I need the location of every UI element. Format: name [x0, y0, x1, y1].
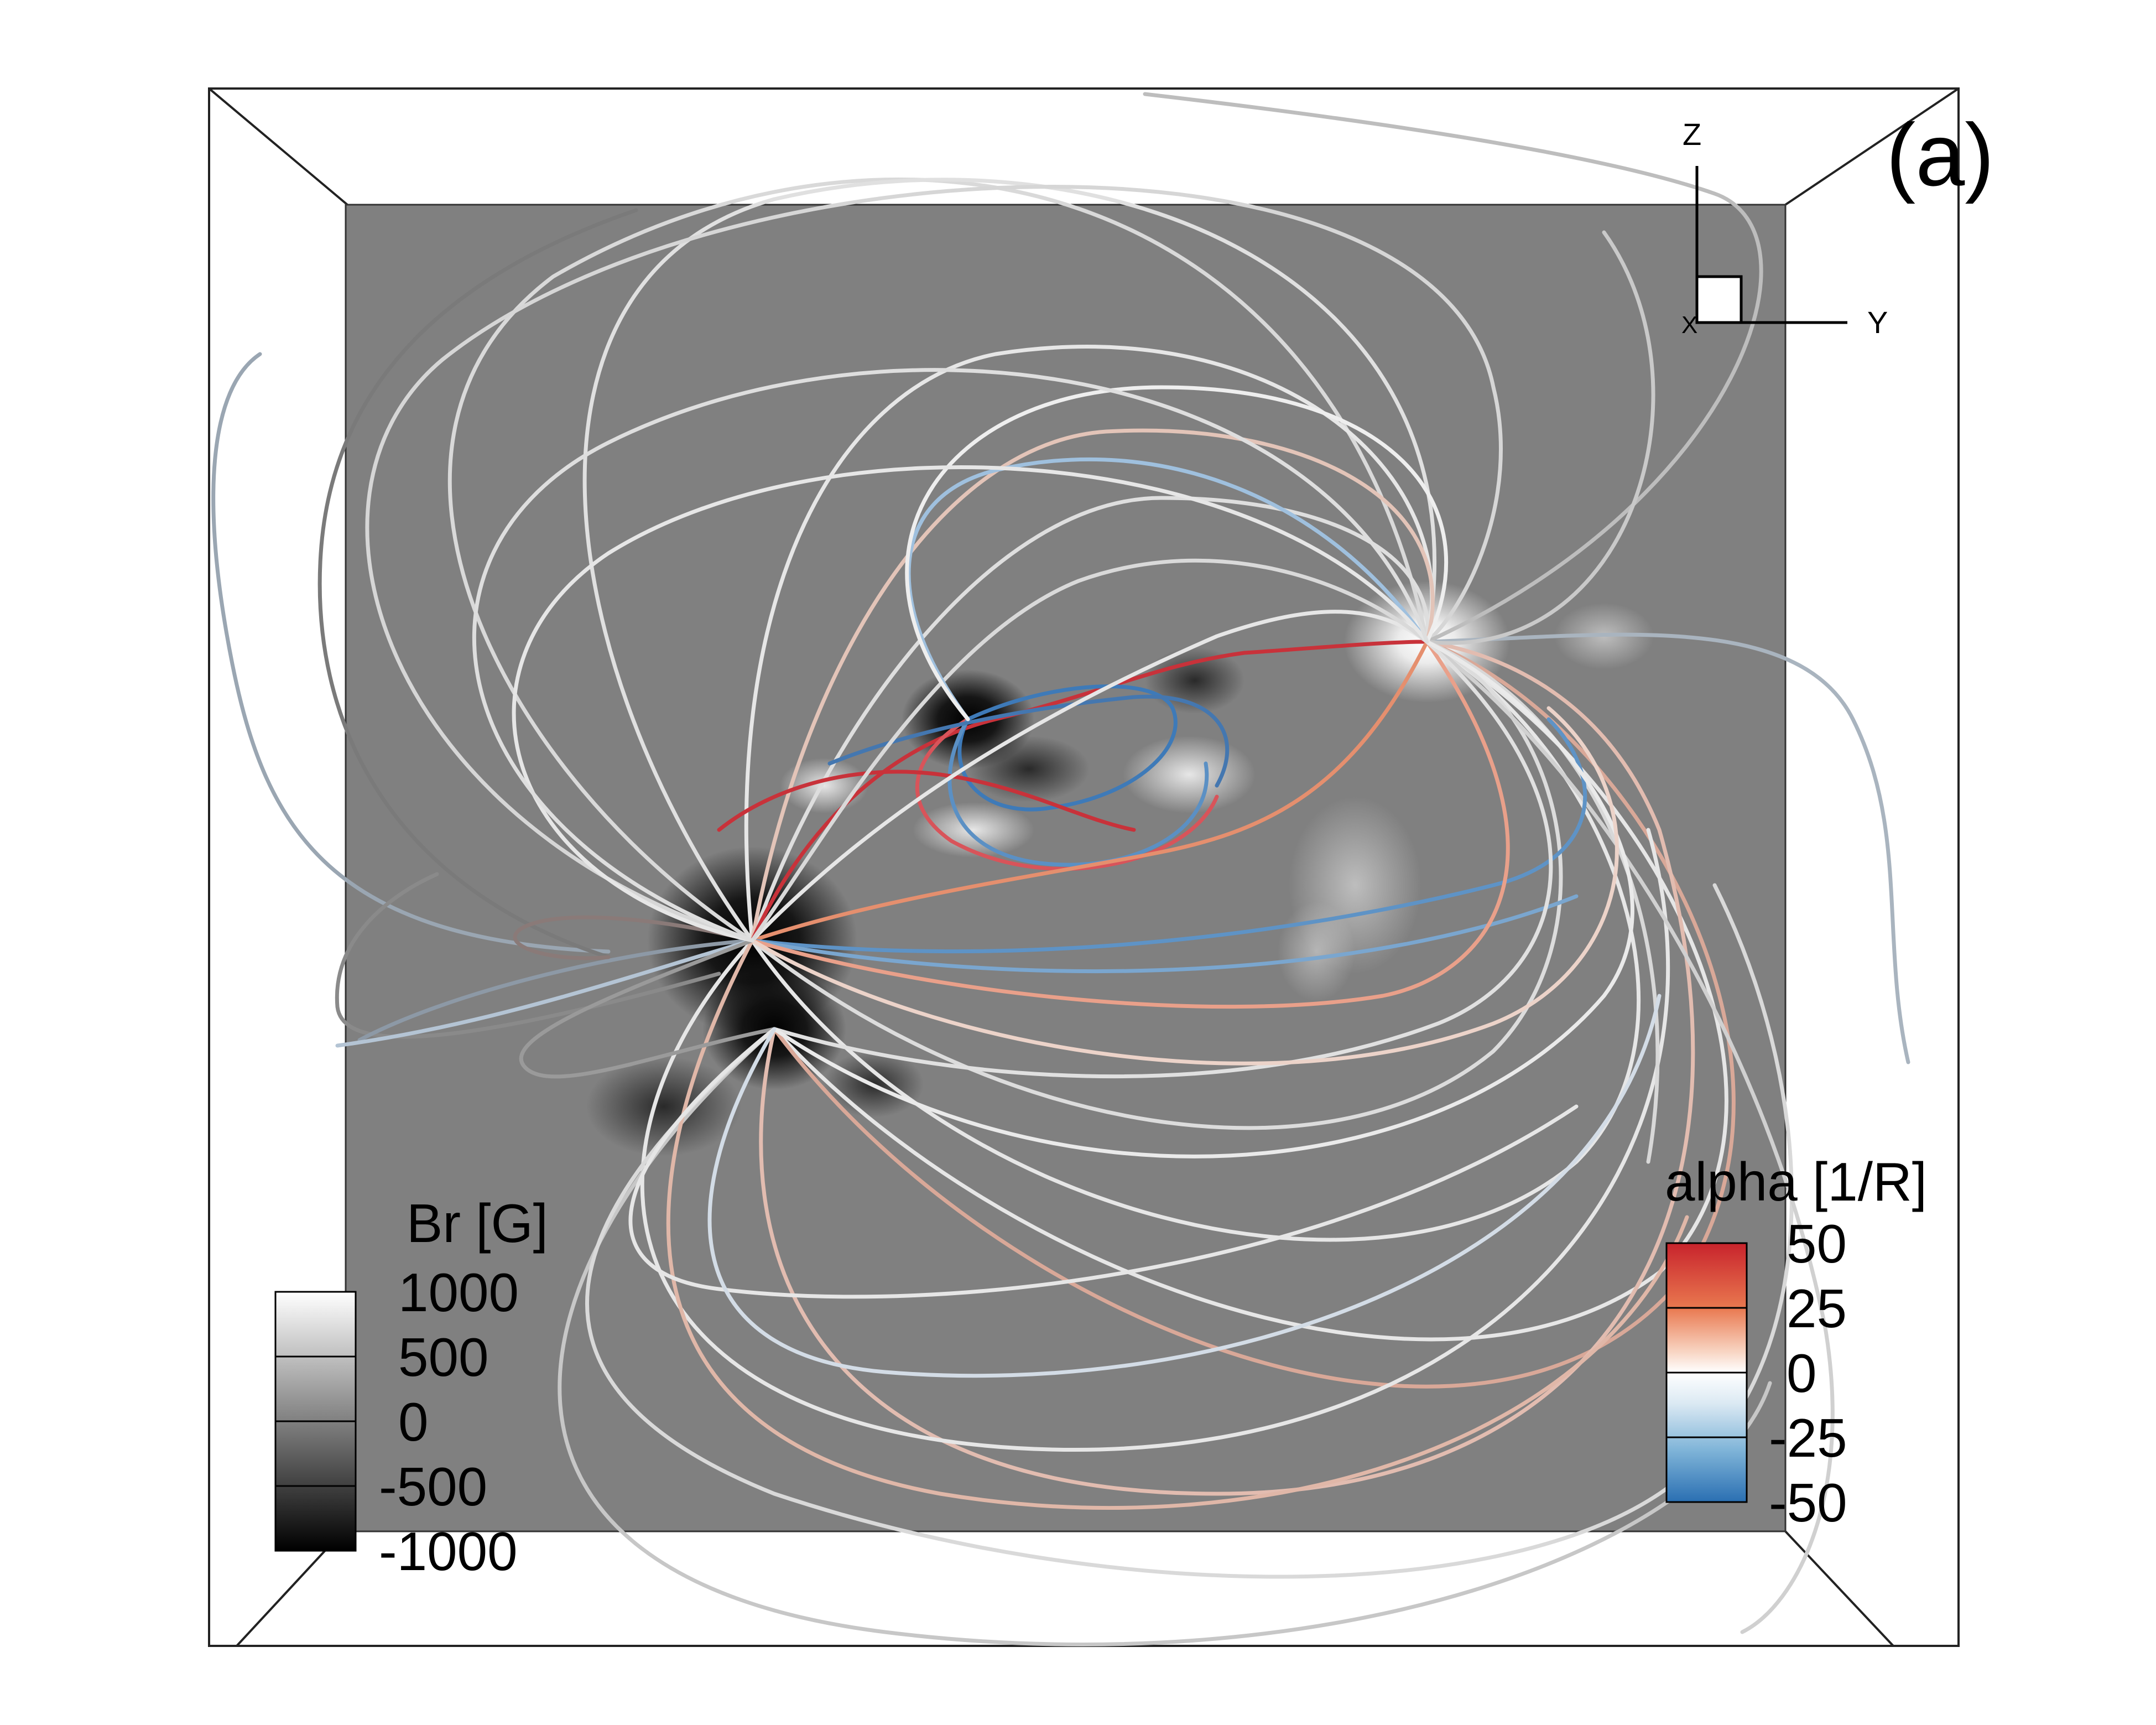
field-line — [947, 717, 1209, 867]
field-line — [1425, 632, 1910, 1064]
field-line — [772, 640, 1634, 1158]
field-line — [447, 177, 1429, 943]
alpha-colorbar-tick-label: 50 — [1787, 1213, 1847, 1274]
field-line — [750, 640, 1510, 1009]
alpha-colorbar: alpha [1/R] 50 25 0 -25 -50 — [1665, 1151, 1927, 1533]
alpha-colorbar-tick-label: -50 — [1769, 1472, 1847, 1533]
field-line — [750, 706, 1619, 1066]
field-line — [585, 883, 1794, 1579]
field-line — [957, 684, 1178, 812]
br-colorbar-tick-label: 0 — [398, 1391, 429, 1452]
field-line — [750, 717, 1587, 954]
field-line — [1425, 230, 1655, 645]
x-axis-label: X — [1681, 311, 1697, 339]
field-line — [750, 558, 1429, 943]
field-line — [772, 640, 1553, 1079]
br-colorbar-tick-label: -500 — [379, 1456, 487, 1517]
field-line — [750, 496, 1430, 943]
box-edge-top-left — [208, 87, 348, 206]
box-edge-top-right — [1784, 87, 1960, 206]
negative-plage-3 — [586, 1057, 741, 1156]
positive-plage-1 — [1123, 736, 1256, 813]
br-colorbar-tick-label: 500 — [398, 1327, 489, 1388]
field-line — [750, 428, 1435, 943]
field-line — [211, 352, 611, 954]
field-line — [750, 640, 1429, 943]
z-axis-label: Z — [1683, 117, 1701, 152]
box-edge-bottom-right — [1784, 1530, 1894, 1647]
field-line — [558, 1027, 1772, 1646]
br-colorbar: Br [G] 1000 500 0 -500 -1000 — [274, 1193, 548, 1582]
field-line — [335, 938, 754, 1048]
field-line — [519, 938, 777, 1079]
field-line — [915, 717, 1219, 871]
field-line — [365, 185, 1503, 943]
field-line — [750, 640, 1429, 943]
alpha-colorbar-tick-label: 0 — [1787, 1343, 1817, 1404]
field-line — [628, 1027, 1579, 1299]
positive-plage-6 — [1278, 902, 1355, 1001]
field-line — [513, 915, 754, 960]
field-line — [772, 640, 1736, 1389]
alpha-colorbar-tick-label: 25 — [1787, 1278, 1847, 1339]
field-line — [1425, 640, 1835, 1634]
field-line — [750, 894, 1579, 974]
positive-plage-2 — [913, 802, 1034, 858]
br-colorbar-tick-label: 1000 — [398, 1262, 519, 1323]
negative-plage-1 — [968, 736, 1090, 802]
field-line — [335, 872, 721, 1039]
field-line — [827, 694, 1230, 788]
panel-label: (a) — [1886, 105, 1994, 204]
field-line — [472, 368, 1429, 943]
br-colorbar-tick-label: -1000 — [379, 1521, 518, 1582]
field-line — [317, 208, 638, 959]
br-colorbar-title: Br [G] — [407, 1193, 548, 1254]
axes-origin-box — [1695, 275, 1743, 324]
alpha-colorbar-title: alpha [1/R] — [1665, 1151, 1927, 1212]
field-line — [750, 610, 1429, 943]
field-line — [582, 178, 1436, 943]
field-line — [759, 640, 1695, 1496]
field-line — [1143, 92, 1763, 644]
field-line — [744, 345, 1434, 943]
field-lines — [211, 92, 1910, 1646]
axes-triad — [1695, 166, 1847, 324]
field-line — [666, 938, 1689, 1510]
field-line — [717, 770, 1136, 832]
y-axis-label: Y — [1867, 305, 1888, 340]
field-line — [905, 385, 1449, 721]
field-line — [512, 465, 1429, 943]
field-line — [907, 457, 1429, 721]
field-line — [357, 938, 754, 1042]
alpha-colorbar-tick-label: -25 — [1769, 1407, 1847, 1468]
field-line — [707, 994, 1662, 1378]
field-line — [750, 640, 1563, 1130]
